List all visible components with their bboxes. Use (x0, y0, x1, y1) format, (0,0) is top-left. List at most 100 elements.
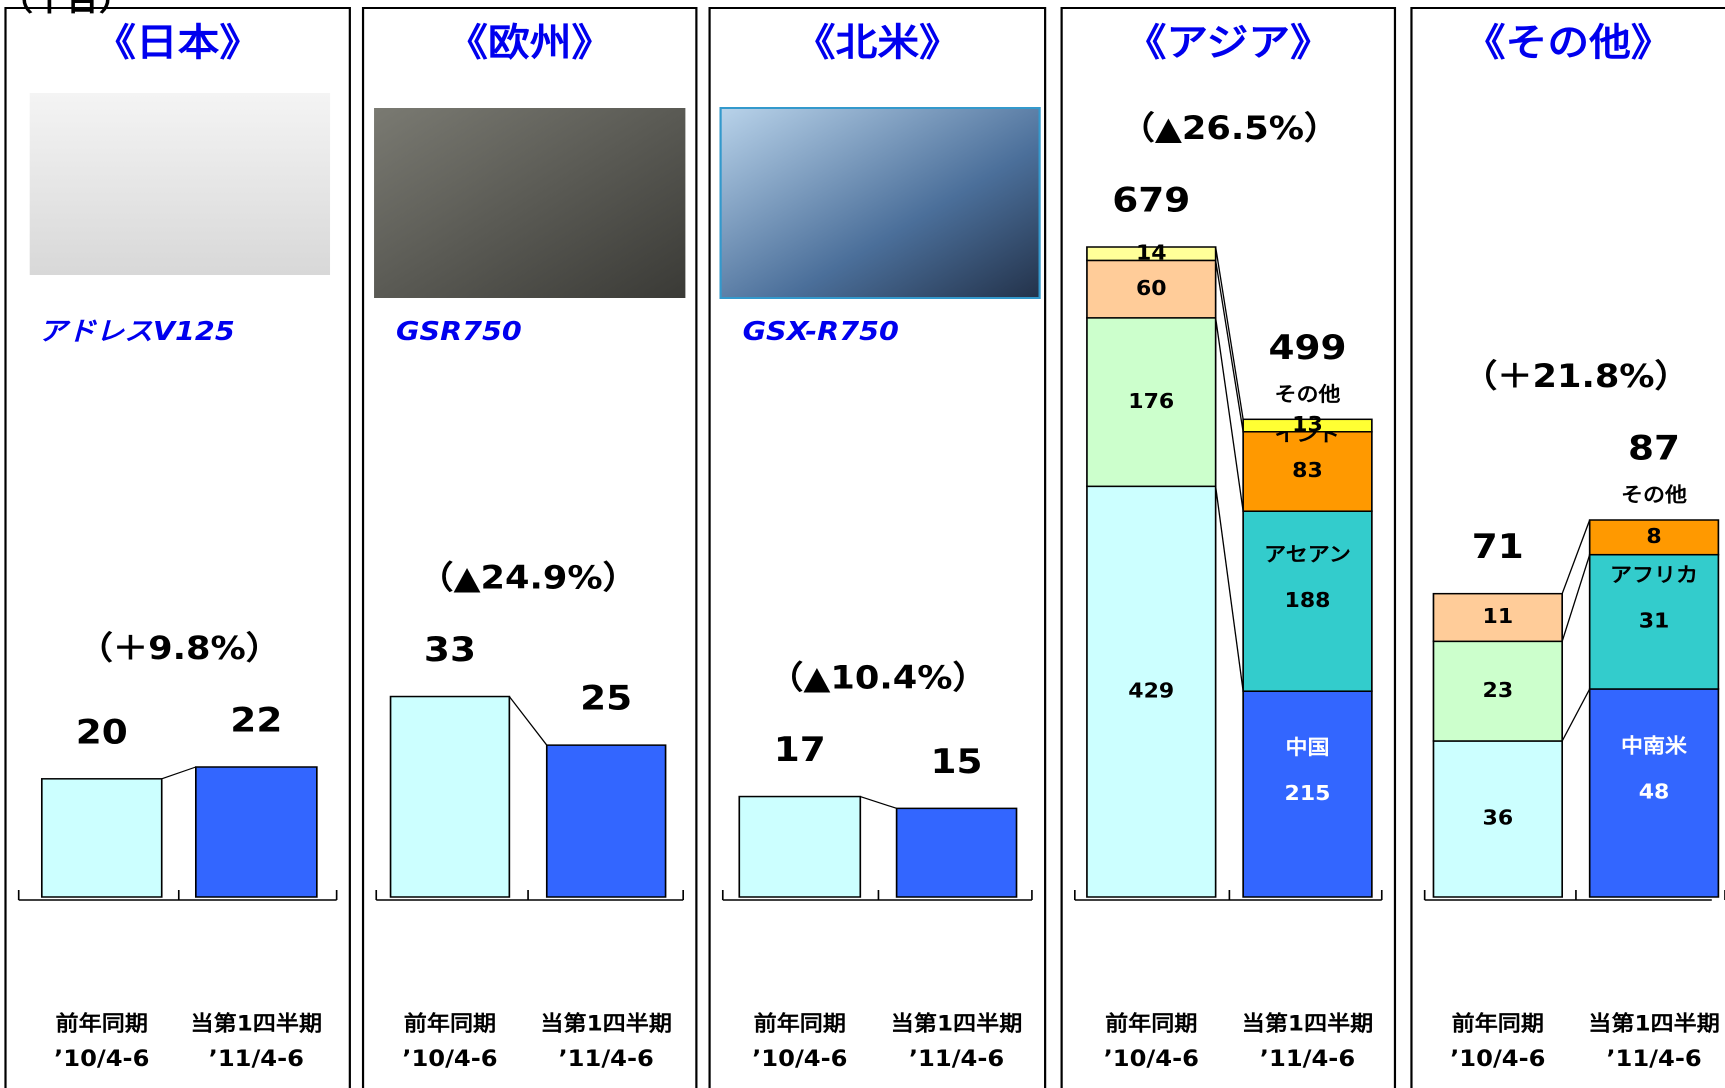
bar-segment (738, 795, 862, 898)
bar-segment (1086, 317, 1217, 488)
total-label: 679 (1112, 181, 1190, 220)
connector-line (1561, 519, 1591, 594)
bar-segment (545, 744, 667, 898)
model-name: GSX-R750 (743, 317, 899, 346)
panel-title: 《欧州》 (446, 21, 613, 65)
connector-line (1561, 554, 1591, 642)
bar-segment (1588, 519, 1720, 556)
connector-line (1214, 317, 1244, 512)
series-name: アフリカ (1610, 563, 1698, 587)
segment-value-label: 176 (1128, 389, 1174, 413)
connector-line (1561, 688, 1591, 742)
panel-frame (1060, 7, 1397, 1088)
bar-segment (1242, 690, 1373, 898)
period-label: ’11/4-6 (209, 1047, 304, 1072)
connector-line (161, 766, 197, 780)
segment-value-label: 83 (1292, 458, 1323, 482)
category-label: 前年同期 (1105, 1012, 1197, 1037)
bar-segment (1432, 592, 1564, 643)
category-label: 当第1四半期 (540, 1012, 672, 1037)
period-label: ’11/4-6 (1606, 1047, 1701, 1072)
connector-line (860, 795, 897, 809)
category-label: 前年同期 (754, 1012, 846, 1037)
period-label: ’10/4-6 (1450, 1047, 1545, 1072)
bar-segment (389, 695, 511, 898)
segment-value-label: 36 (1483, 806, 1514, 830)
product-photo (29, 93, 331, 275)
change-label: （＋21.8%） (1462, 358, 1690, 395)
panel-title: 《北米》 (794, 21, 961, 65)
period-label: ’10/4-6 (402, 1047, 497, 1072)
total-label: 87 (1628, 429, 1680, 468)
change-label: （▲26.5%） (1120, 110, 1340, 147)
series-name: アセアン (1264, 542, 1351, 566)
category-label: 当第1四半期 (191, 1012, 323, 1037)
total-label: 20 (76, 713, 128, 752)
panel-frame (708, 7, 1047, 1088)
segment-value-label: 11 (1483, 604, 1514, 628)
panel-title: 《日本》 (94, 21, 261, 65)
category-label: 前年同期 (404, 1012, 496, 1037)
segment-value-label: 48 (1639, 780, 1670, 804)
connector-line (508, 696, 548, 746)
series-name: 中南米 (1621, 734, 1688, 758)
period-label: ’10/4-6 (1104, 1047, 1199, 1072)
change-label: （＋9.8%） (78, 630, 281, 667)
product-photo (719, 107, 1041, 299)
product-photo (374, 108, 686, 298)
connector-line (1214, 246, 1244, 420)
segment-value-label: 429 (1128, 678, 1174, 702)
category-label: 前年同期 (1452, 1012, 1544, 1037)
segment-value-label: 215 (1285, 781, 1331, 805)
change-label: （▲24.9%） (418, 559, 638, 596)
bar-segment (1242, 418, 1373, 433)
category-label: 当第1四半期 (1588, 1012, 1720, 1037)
series-name: 中国 (1286, 735, 1330, 759)
change-label: （▲10.4%） (768, 659, 988, 696)
category-label: 当第1四半期 (1242, 1012, 1374, 1037)
total-label: 15 (931, 742, 983, 781)
bar-segment (1086, 259, 1217, 319)
bar-segment (1086, 485, 1217, 898)
segment-value-label: 31 (1639, 609, 1670, 633)
panel-frame (361, 7, 698, 1088)
bar-segment (1242, 510, 1373, 692)
panel-title: 《アジア》 (1125, 21, 1332, 65)
total-label: 17 (774, 731, 826, 770)
period-label: ’10/4-6 (752, 1047, 847, 1072)
category-label: 前年同期 (56, 1012, 148, 1037)
panel-frame (1410, 7, 1725, 1088)
period-label: ’11/4-6 (558, 1047, 653, 1072)
segment-value-label: 60 (1136, 276, 1167, 300)
bar-segment (1432, 640, 1564, 742)
series-name: その他 (1621, 483, 1687, 507)
category-label: 当第1四半期 (891, 1012, 1023, 1037)
segment-value-label: 14 (1136, 240, 1167, 264)
series-name: その他 (1275, 382, 1341, 406)
segment-value-label: 13 (1292, 412, 1323, 436)
bar-segment (895, 807, 1018, 898)
bar-segment (1588, 553, 1720, 690)
panel-frame (4, 7, 351, 1088)
total-label: 499 (1268, 328, 1346, 367)
period-label: ’11/4-6 (909, 1047, 1004, 1072)
bar-segment (194, 766, 318, 898)
panel-title: 《その他》 (1464, 21, 1673, 65)
total-label: 33 (424, 631, 476, 670)
bar-segment (40, 778, 163, 898)
total-label: 22 (230, 701, 282, 740)
segment-value-label: 23 (1483, 678, 1514, 702)
connector-line (1214, 486, 1244, 692)
bar-segment (1086, 246, 1217, 262)
total-label: 25 (580, 679, 632, 718)
unit-label: （千台） (0, 0, 132, 18)
bar-segment (1588, 688, 1720, 898)
connector-line (1214, 260, 1244, 432)
model-name: GSR750 (396, 317, 522, 346)
period-label: ’10/4-6 (54, 1047, 149, 1072)
model-name: アドレスV125 (39, 317, 235, 346)
total-label: 71 (1472, 528, 1524, 567)
segment-value-label: 8 (1646, 524, 1661, 548)
bar-segment (1242, 431, 1373, 512)
